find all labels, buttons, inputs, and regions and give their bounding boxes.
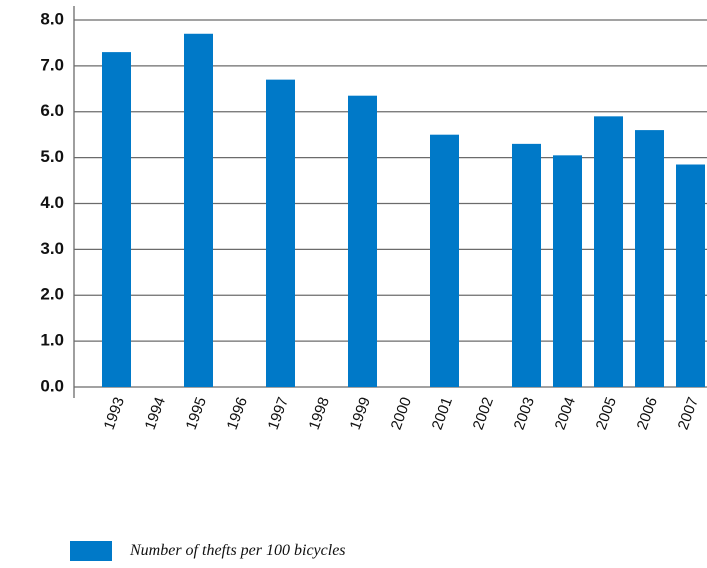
x-tick-label: 1999 bbox=[347, 395, 374, 432]
y-tick-label: 6.0 bbox=[40, 101, 64, 120]
y-tick-label: 0.0 bbox=[40, 376, 64, 395]
x-tick-label: 2005 bbox=[593, 395, 620, 432]
gridlines bbox=[74, 19, 707, 388]
x-tick-label: 1998 bbox=[306, 395, 333, 432]
bar-1997 bbox=[266, 79, 295, 387]
y-axis-ticks: 0.0 1.0 2.0 3.0 4.0 5.0 6.0 7.0 8.0 bbox=[40, 9, 64, 395]
x-axis-ticks: 1993 1994 1995 1996 1997 1998 1999 2000 2001 2002… bbox=[101, 395, 702, 432]
bar-2004 bbox=[553, 155, 582, 387]
y-tick-label: 2.0 bbox=[40, 285, 64, 304]
bar-2005 bbox=[594, 116, 623, 388]
x-tick-label: 1997 bbox=[265, 395, 292, 432]
y-tick-label: 1.0 bbox=[40, 331, 64, 350]
x-tick-label: 2002 bbox=[470, 395, 497, 432]
bars bbox=[102, 33, 705, 388]
bar-2006 bbox=[635, 130, 664, 387]
x-tick-label: 1994 bbox=[142, 395, 169, 432]
legend-label: Number of thefts per 100 bicycles bbox=[130, 542, 346, 559]
x-tick-label: 2003 bbox=[511, 395, 538, 432]
y-tick-label: 5.0 bbox=[40, 147, 64, 166]
y-tick-label: 8.0 bbox=[40, 9, 64, 28]
x-tick-label: 1995 bbox=[183, 395, 210, 432]
y-tick-label: 7.0 bbox=[40, 55, 64, 74]
x-tick-label: 1996 bbox=[224, 395, 251, 432]
x-tick-label: 2000 bbox=[388, 395, 415, 432]
bar-2003 bbox=[512, 143, 541, 387]
bar-1999 bbox=[348, 95, 377, 387]
bar-1995 bbox=[184, 33, 213, 387]
y-tick-label: 3.0 bbox=[40, 239, 64, 258]
x-tick-label: 2001 bbox=[429, 395, 456, 432]
bar-2007 bbox=[676, 164, 705, 387]
legend: Number of thefts per 100 bicycles bbox=[70, 540, 346, 562]
y-tick-label: 4.0 bbox=[40, 193, 64, 212]
bar-2001 bbox=[430, 134, 459, 387]
x-tick-label: 2006 bbox=[634, 395, 661, 432]
x-tick-label: 1993 bbox=[101, 395, 128, 432]
bar-1993 bbox=[102, 52, 131, 388]
x-tick-label: 2007 bbox=[675, 395, 702, 432]
legend-swatch bbox=[70, 541, 112, 561]
x-tick-label: 2004 bbox=[552, 395, 579, 432]
